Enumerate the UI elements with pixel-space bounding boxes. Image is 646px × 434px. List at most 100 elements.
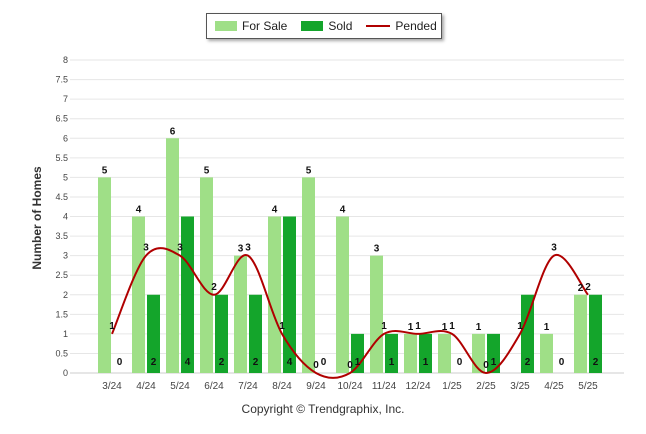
- y-tick-label: 2: [63, 290, 68, 300]
- pended-line-swatch: [366, 25, 391, 27]
- for-sale-bar[interactable]: [540, 333, 553, 373]
- y-tick-label: 4: [63, 212, 68, 222]
- y-tick-label: 1: [63, 329, 68, 339]
- sold-bar[interactable]: [147, 294, 160, 373]
- for-sale-value-label: 4: [340, 205, 346, 216]
- for-sale-value-label: 1: [544, 322, 550, 333]
- sold-value-label: 1: [491, 357, 497, 368]
- x-tick-label: 2/25: [476, 381, 496, 392]
- pended-value-label: 3: [551, 243, 557, 254]
- sold-value-label: 0: [321, 357, 327, 368]
- sold-value-label: 0: [559, 357, 565, 368]
- x-tick-label: 3/24: [102, 381, 122, 392]
- pended-value-label: 1: [415, 321, 421, 332]
- sold-value-label: 2: [219, 357, 225, 368]
- for-sale-value-label: 6: [170, 126, 176, 137]
- y-axis-label: Number of Homes: [30, 166, 44, 270]
- y-tick-label: 0: [63, 368, 68, 378]
- sold-value-label: 2: [525, 357, 531, 368]
- sold-bar[interactable]: [419, 333, 432, 373]
- pended-value-label: 2: [211, 282, 217, 293]
- for-sale-bar[interactable]: [472, 333, 485, 373]
- sold-value-label: 2: [593, 357, 599, 368]
- for-sale-value-label: 1: [476, 322, 482, 333]
- sold-bar[interactable]: [385, 333, 398, 373]
- copyright-text: Copyright © Trendgraphix, Inc.: [241, 402, 405, 416]
- pended-value-label: 2: [585, 282, 591, 293]
- x-tick-label: 10/24: [337, 381, 362, 392]
- x-tick-label: 11/24: [372, 381, 397, 392]
- for-sale-bar[interactable]: [370, 255, 383, 373]
- legend-item-sold[interactable]: Sold: [301, 19, 352, 33]
- y-tick-label: 3: [63, 251, 68, 261]
- for-sale-value-label: 4: [272, 205, 278, 216]
- for-sale-bar[interactable]: [98, 177, 111, 373]
- for-sale-bar[interactable]: [438, 333, 451, 373]
- y-tick-label: 6: [63, 133, 68, 143]
- for-sale-bar[interactable]: [336, 216, 349, 374]
- sold-bar[interactable]: [283, 216, 296, 374]
- legend-label-pended: Pended: [395, 19, 437, 33]
- y-tick-label: 1.5: [55, 309, 68, 319]
- x-tick-label: 5/25: [578, 381, 598, 392]
- legend-item-for-sale[interactable]: For Sale: [215, 19, 287, 33]
- pended-value-label: 3: [245, 243, 251, 254]
- for-sale-value-label: 2: [578, 283, 584, 294]
- sold-bar[interactable]: [487, 333, 500, 373]
- pended-value-label: 3: [143, 243, 149, 254]
- pended-value-label: 1: [279, 321, 285, 332]
- x-tick-label: 4/25: [544, 381, 564, 392]
- x-tick-label: 8/24: [272, 381, 292, 392]
- for-sale-value-label: 5: [102, 165, 108, 176]
- y-tick-label: 3.5: [55, 231, 68, 241]
- sold-bar[interactable]: [249, 294, 262, 373]
- sold-value-label: 4: [185, 357, 191, 368]
- x-tick-label: 3/25: [510, 381, 530, 392]
- x-tick-label: 9/24: [306, 381, 326, 392]
- sold-value-label: 2: [151, 357, 157, 368]
- pended-value-label: 3: [177, 243, 183, 254]
- y-tick-label: 7.5: [55, 75, 68, 85]
- x-tick-label: 4/24: [136, 381, 156, 392]
- for-sale-bar[interactable]: [166, 138, 179, 373]
- legend-label-for-sale: For Sale: [242, 19, 288, 33]
- legend-item-pended[interactable]: Pended: [366, 19, 437, 33]
- y-tick-label: 8: [63, 55, 68, 65]
- sold-bar[interactable]: [215, 294, 228, 373]
- y-tick-label: 5.5: [55, 153, 68, 163]
- for-sale-bar[interactable]: [200, 177, 213, 373]
- x-tick-label: 5/24: [170, 381, 190, 392]
- y-tick-label: 7: [63, 94, 68, 104]
- for-sale-value-label: 3: [374, 244, 380, 255]
- legend: For Sale Sold Pended: [206, 13, 442, 39]
- for-sale-bar[interactable]: [234, 255, 247, 373]
- sold-value-label: 1: [389, 357, 395, 368]
- y-tick-label: 0.5: [55, 348, 68, 358]
- y-tick-label: 2.5: [55, 270, 68, 280]
- sold-bar[interactable]: [181, 216, 194, 374]
- x-tick-label: 12/24: [405, 381, 430, 392]
- for-sale-value-label: 1: [408, 322, 414, 333]
- for-sale-bar[interactable]: [404, 333, 417, 373]
- x-tick-label: 7/24: [238, 381, 258, 392]
- for-sale-bar[interactable]: [268, 216, 281, 374]
- sold-bar[interactable]: [521, 294, 534, 373]
- for-sale-bar[interactable]: [302, 177, 315, 373]
- x-axis-ticks: 3/24 4/24 5/24 6/24 7/24 8/24 9/24 10/24 11/24 12…: [102, 381, 598, 392]
- sold-value-label: 0: [457, 357, 463, 368]
- sold-value-label: 2: [253, 357, 259, 368]
- sold-bar[interactable]: [589, 294, 602, 373]
- x-tick-label: 1/25: [442, 381, 462, 392]
- pended-series-line[interactable]: [111, 247, 589, 379]
- pended-value-label: 0: [313, 360, 319, 371]
- for-sale-swatch: [215, 21, 237, 31]
- for-sale-bar[interactable]: [574, 294, 587, 373]
- sold-value-label: 1: [423, 357, 429, 368]
- for-sale-value-label: 5: [204, 165, 210, 176]
- y-tick-label: 4.5: [55, 192, 68, 202]
- for-sale-bar[interactable]: [132, 216, 145, 374]
- for-sale-value-label: 3: [238, 244, 244, 255]
- pended-value-label: 1: [381, 321, 387, 332]
- legend-label-sold: Sold: [328, 19, 353, 33]
